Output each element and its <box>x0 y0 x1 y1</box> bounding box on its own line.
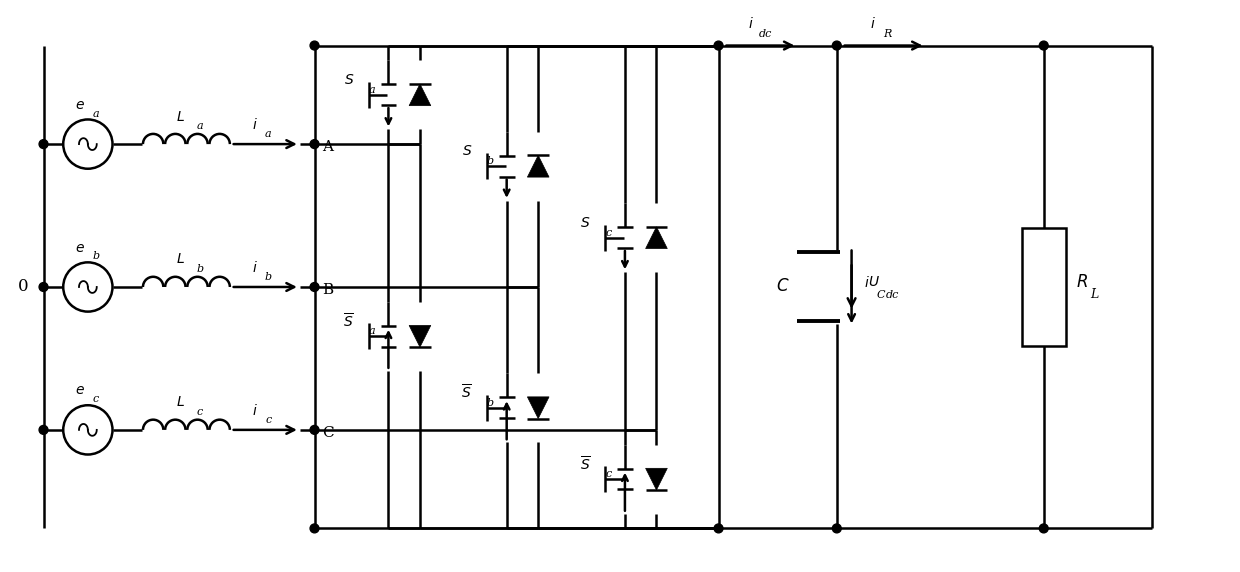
Polygon shape <box>646 227 667 249</box>
Text: c: c <box>196 407 202 417</box>
Text: c: c <box>605 469 611 479</box>
Text: $i$: $i$ <box>748 17 754 31</box>
Circle shape <box>714 41 723 50</box>
Text: b: b <box>264 272 272 282</box>
Text: $S$: $S$ <box>461 145 472 158</box>
Text: $U$: $U$ <box>868 275 880 289</box>
Polygon shape <box>527 397 549 419</box>
Circle shape <box>40 140 48 149</box>
Text: $S$: $S$ <box>343 73 353 87</box>
Text: L: L <box>1090 288 1099 301</box>
Circle shape <box>832 524 841 533</box>
Polygon shape <box>409 325 430 347</box>
Text: A: A <box>322 140 334 154</box>
Text: b: b <box>487 398 494 408</box>
Circle shape <box>1039 41 1048 50</box>
Text: $R$: $R$ <box>1076 273 1087 291</box>
Text: $i$: $i$ <box>864 275 870 289</box>
Text: b: b <box>93 252 100 261</box>
Text: $\overline{S}$: $\overline{S}$ <box>579 455 590 474</box>
Text: $\overline{S}$: $\overline{S}$ <box>461 384 472 402</box>
Text: $i$: $i$ <box>253 260 258 275</box>
Polygon shape <box>409 84 430 106</box>
Text: dc: dc <box>759 29 773 39</box>
Text: R: R <box>883 29 892 39</box>
Circle shape <box>1039 524 1048 533</box>
Text: $i$: $i$ <box>253 117 258 132</box>
Text: $L$: $L$ <box>176 109 185 124</box>
Polygon shape <box>646 468 667 490</box>
Bar <box>1022 228 1066 346</box>
Text: C: C <box>322 426 334 440</box>
Text: a: a <box>265 129 272 139</box>
Text: C: C <box>877 290 884 300</box>
Text: $\overline{S}$: $\overline{S}$ <box>343 312 353 331</box>
Polygon shape <box>527 156 549 177</box>
Circle shape <box>714 524 723 533</box>
Text: $C$: $C$ <box>776 279 790 296</box>
Text: $i$: $i$ <box>253 403 258 418</box>
Text: $e$: $e$ <box>74 241 84 255</box>
Text: a: a <box>93 109 99 118</box>
Circle shape <box>310 41 319 50</box>
Text: $S$: $S$ <box>580 216 590 230</box>
Text: c: c <box>93 394 99 404</box>
Circle shape <box>310 524 319 533</box>
Text: $L$: $L$ <box>176 252 185 267</box>
Circle shape <box>310 283 319 291</box>
Text: $e$: $e$ <box>74 98 84 112</box>
Text: c: c <box>265 415 272 425</box>
Circle shape <box>310 140 319 149</box>
Text: dc: dc <box>887 290 899 300</box>
Circle shape <box>40 426 48 434</box>
Text: a: a <box>196 121 203 132</box>
Text: a: a <box>368 85 376 95</box>
Circle shape <box>832 41 841 50</box>
Circle shape <box>310 426 319 434</box>
Text: B: B <box>322 283 334 297</box>
Circle shape <box>40 283 48 291</box>
Text: 0: 0 <box>19 279 29 296</box>
Text: c: c <box>605 228 611 238</box>
Text: $i$: $i$ <box>870 17 877 31</box>
Text: $L$: $L$ <box>176 395 185 410</box>
Text: a: a <box>368 327 376 336</box>
Text: b: b <box>487 156 494 166</box>
Text: $e$: $e$ <box>74 383 84 398</box>
Text: b: b <box>196 264 203 274</box>
